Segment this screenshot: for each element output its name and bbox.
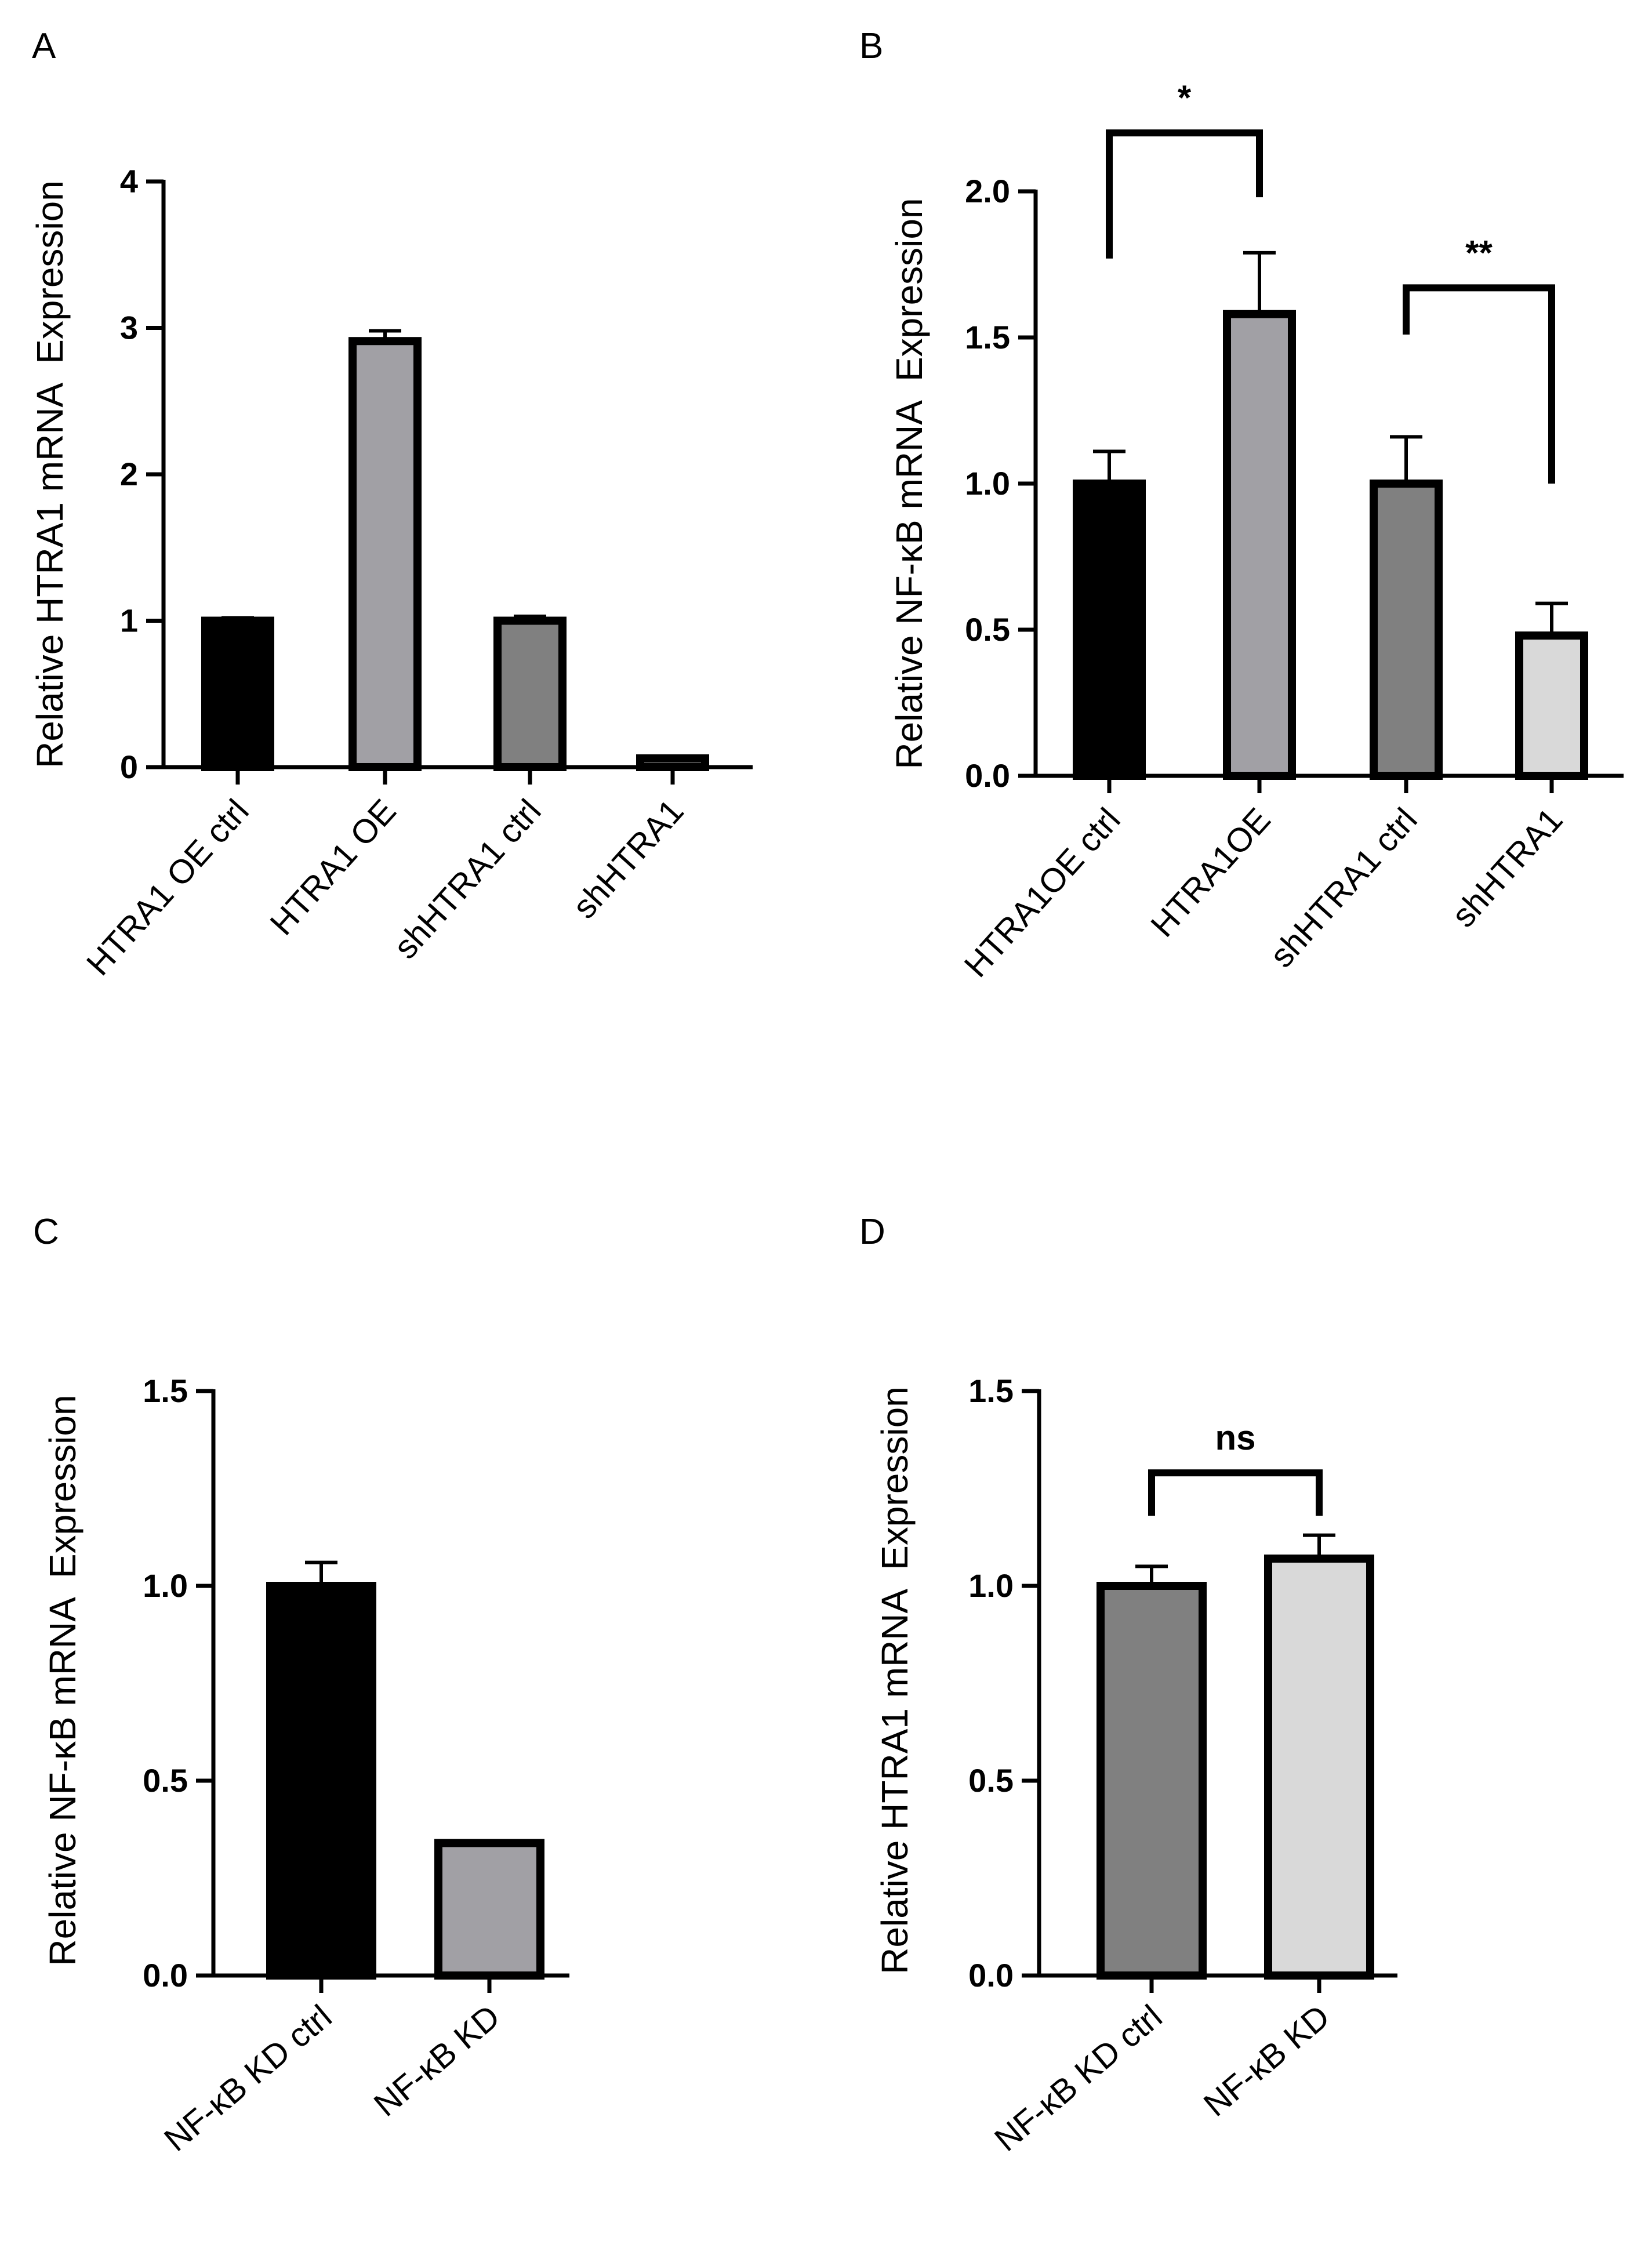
y-tick-label: 1.0 [965, 465, 1010, 502]
significance-bracket [1403, 284, 1555, 484]
x-tick-label: HTRA1 OE [263, 792, 403, 942]
panel-letter: C [33, 1212, 59, 1252]
x-tick-label: NF-κB KD ctrl [987, 1998, 1169, 2159]
x-tick-label: shHTRA1 ctrl [387, 792, 549, 966]
y-axis-label: Relative HTRA1 mRNA Expression [29, 180, 71, 768]
y-tick-label: 1.0 [968, 1567, 1014, 1604]
y-tick-label: 0.0 [968, 1957, 1014, 1993]
x-tick-label: NF-κB KD ctrl [157, 1998, 339, 2159]
panel-letter: D [859, 1212, 885, 1252]
panel-c: C 0.0 0.5 1.0 1.5 NF-κB KD ctrl NF-κB KD Relati… [33, 1212, 569, 2159]
y-tick-label: 1.5 [968, 1372, 1014, 1409]
x-tick-label: NF-κB KD [1197, 1998, 1337, 2124]
significance-label: * [1178, 78, 1192, 117]
x-tick-label: NF-κB KD [367, 1998, 507, 2124]
bar [493, 616, 567, 771]
y-tick-label: 4 [120, 163, 138, 199]
y-axis-label: Relative NF-κB mRNA Expression [42, 1395, 83, 1966]
y-tick-label: 1.5 [143, 1372, 188, 1409]
x-tick-label: HTRA1OE ctrl [957, 801, 1128, 985]
significance-label: ns [1215, 1418, 1255, 1457]
x-tick-label: HTRA1OE [1143, 801, 1278, 944]
y-tick-label: 0.0 [965, 757, 1010, 794]
y-tick-label: 1 [120, 602, 138, 639]
panel-d: D 0.0 0.5 1.0 1.5 NF-κB KD ctrl NF-κB KD Relati… [859, 1212, 1397, 2159]
y-tick-label: 2 [120, 456, 138, 492]
y-tick-label: 0.5 [968, 1762, 1014, 1799]
bar [348, 337, 422, 771]
bar [1264, 1554, 1374, 1980]
y-tick-label: 0.5 [143, 1762, 188, 1799]
significance-bracket [1148, 1469, 1323, 1516]
bar [1073, 480, 1146, 780]
y-tick-label: 2.0 [965, 173, 1010, 209]
bar [1097, 1582, 1207, 1980]
y-axis-label: Relative NF-κB mRNA Expression [888, 198, 930, 769]
bar [434, 1839, 544, 1980]
bar [201, 616, 274, 771]
significance-label: ** [1465, 233, 1493, 272]
y-tick-label: 0.0 [143, 1957, 188, 1993]
y-tick-label: 0.5 [965, 611, 1010, 648]
x-tick-label: shHTRA1 [565, 792, 691, 925]
y-tick-label: 3 [120, 310, 138, 346]
bar [1223, 310, 1296, 780]
x-tick-label: shHTRA1 ctrl [1263, 801, 1425, 975]
bar [1515, 631, 1588, 780]
panel-letter: A [32, 26, 56, 66]
x-tick-label: HTRA1 OE ctrl [79, 792, 256, 982]
bar [266, 1582, 376, 1980]
x-tick-label: shHTRA1 [1444, 801, 1570, 934]
significance-bracket [1106, 129, 1263, 259]
y-tick-label: 1.0 [143, 1567, 188, 1604]
panel-letter: B [859, 26, 883, 66]
y-tick-label: 1.5 [965, 319, 1010, 355]
y-axis-label: Relative HTRA1 mRNA Expression [874, 1386, 916, 1974]
y-tick-label: 0 [120, 749, 138, 785]
bar [1370, 480, 1443, 780]
